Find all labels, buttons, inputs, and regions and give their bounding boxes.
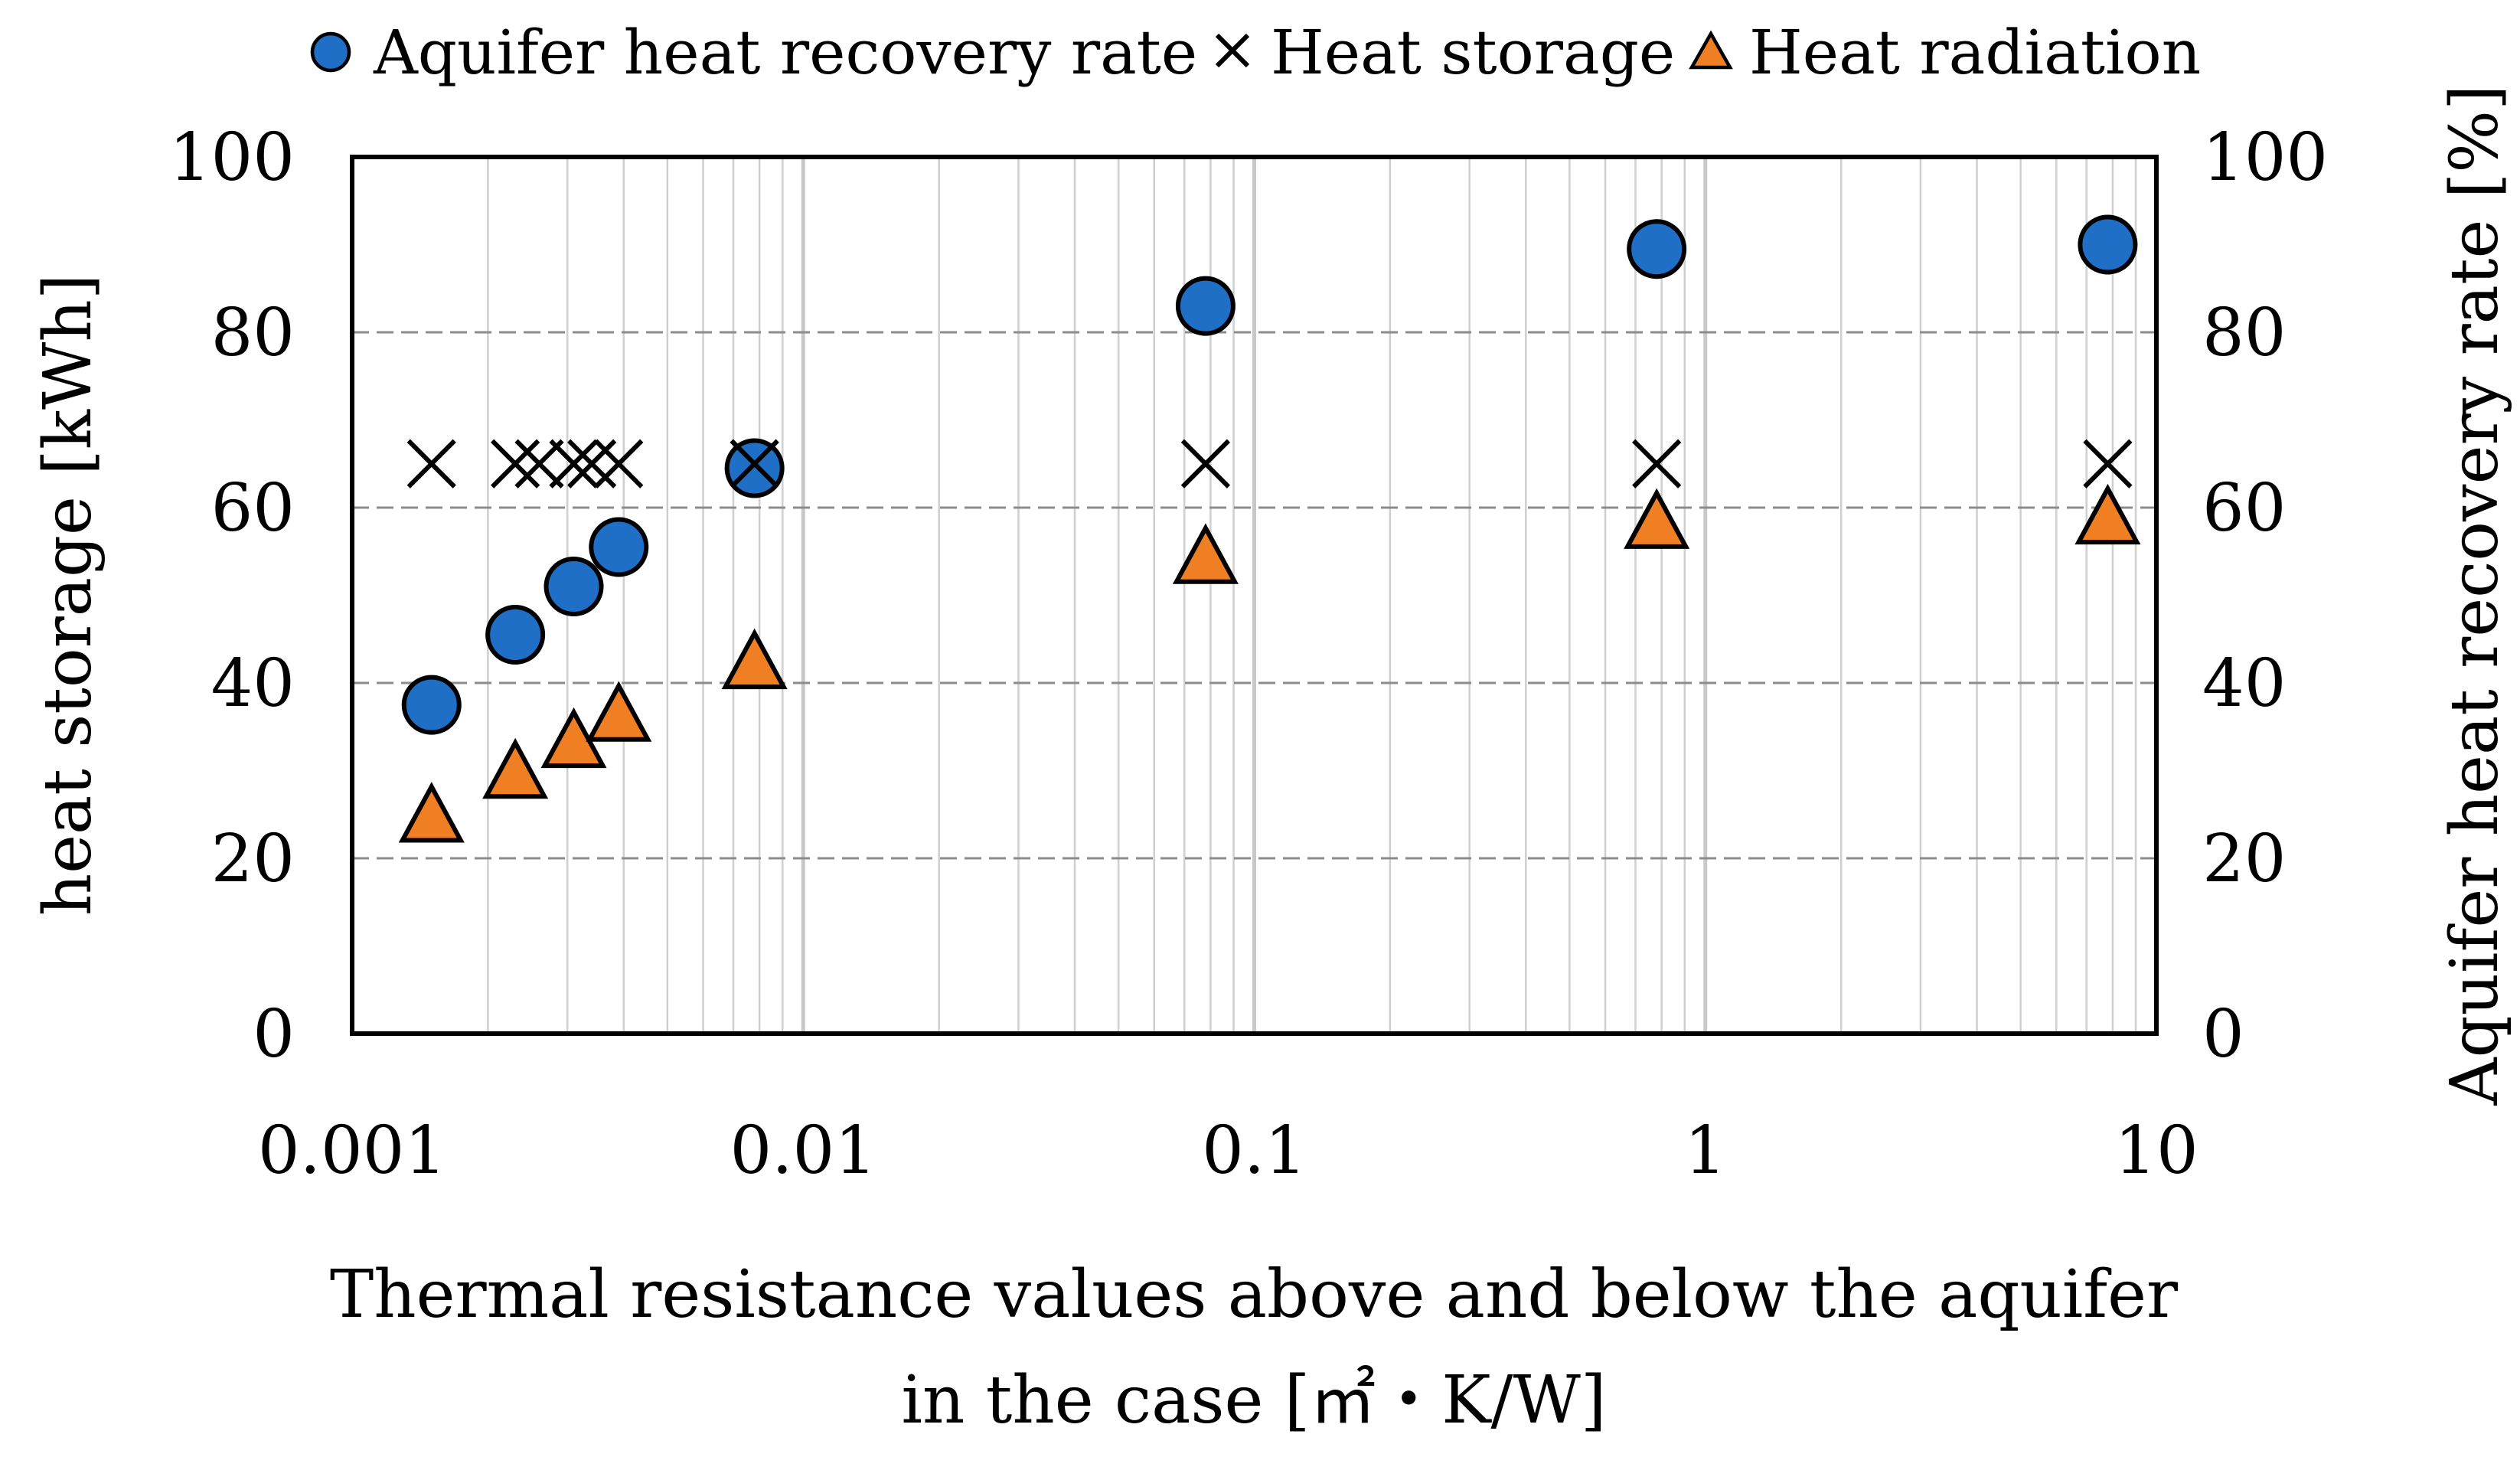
y-tick-label-right: 80	[2202, 295, 2286, 371]
legend-item-heat-radiation: Heat radiation	[1689, 17, 2201, 88]
x-axis-title-line1: Thermal resistance values above and belo…	[330, 1256, 2179, 1333]
x-tick-label: 0.001	[258, 1112, 446, 1189]
recovery-rate-point	[1175, 276, 1236, 336]
legend-triangle-marker	[1689, 30, 1733, 70]
legend-x-marker	[1215, 33, 1250, 68]
legend-item-heat-storage: Heat storage	[1215, 17, 1675, 88]
plot-frame	[350, 155, 2159, 1036]
y-tick-label-right: 20	[2202, 821, 2286, 897]
x-stroke	[730, 439, 779, 488]
y-tick-label-right: 100	[2202, 119, 2328, 196]
grid-layer	[352, 157, 2156, 1034]
x-stroke	[1180, 439, 1231, 488]
recovery-rate-point	[724, 438, 785, 498]
recovery-rate-point	[485, 605, 546, 665]
legend-label-recovery-rate: Aquifer heat recovery rate	[373, 17, 1197, 88]
heat-storage-point	[406, 439, 456, 488]
y-axis-title-left: heat storage [kWh]	[30, 274, 106, 916]
x-stroke	[491, 439, 540, 488]
y-tick-label-right: 40	[2202, 645, 2286, 722]
y-tick-label-left: 80	[211, 295, 295, 371]
x-stroke	[594, 439, 644, 488]
heat-storage-point	[567, 439, 617, 488]
y-tick-label-left: 20	[211, 821, 295, 897]
recovery-rate-point	[401, 675, 462, 735]
heat-storage-point	[730, 439, 779, 488]
legend-label-heat-radiation: Heat radiation	[1749, 17, 2201, 88]
recovery-rate-point	[2078, 214, 2138, 275]
heat-radiation-point	[1624, 488, 1690, 549]
heat-radiation-point	[482, 737, 549, 799]
y-tick-label-right: 60	[2202, 470, 2286, 547]
x-tick-label: 1	[1684, 1112, 1726, 1189]
recovery-rate-point	[543, 557, 604, 617]
recovery-rate-point	[589, 517, 649, 577]
x-tick-label: 0.01	[730, 1112, 876, 1189]
heat-radiation-point	[2074, 483, 2141, 545]
y-tick-label-left: 0	[253, 996, 295, 1073]
legend-item-recovery-rate: Aquifer heat recovery rate	[310, 17, 1197, 88]
x-stroke	[1632, 439, 1682, 488]
x-stroke	[406, 439, 456, 488]
y-tick-label-right: 0	[2202, 996, 2244, 1073]
heat-radiation-point	[721, 628, 788, 690]
heat-storage-point	[2083, 439, 2133, 488]
heat-storage-point	[491, 439, 540, 488]
y-tick-label-left: 100	[169, 119, 295, 196]
recovery-rate-point	[1627, 219, 1687, 279]
x-stroke	[567, 439, 617, 488]
heat-radiation-point	[586, 681, 652, 742]
heat-storage-point	[549, 439, 599, 488]
heat-storage-point	[1632, 439, 1682, 488]
legend: Aquifer heat recovery rate Heat storage …	[310, 17, 2201, 88]
x-tick-label: 0.1	[1202, 1112, 1307, 1189]
marker-layer	[398, 214, 2141, 843]
x-stroke	[549, 439, 599, 488]
heat-storage-point	[514, 439, 564, 488]
x-tick-label: 10	[2114, 1112, 2198, 1189]
y-tick-label-left: 60	[211, 470, 295, 547]
x-axis-title-line2: in the case [㎡・K/W]	[902, 1362, 1607, 1439]
legend-circle-marker	[310, 31, 351, 73]
heat-radiation-point	[398, 782, 465, 843]
legend-label-heat-storage: Heat storage	[1271, 17, 1675, 88]
y-tick-label-left: 40	[211, 645, 295, 722]
x-stroke	[2083, 439, 2133, 488]
heat-radiation-point	[1172, 523, 1239, 584]
heat-storage-point	[594, 439, 644, 488]
y-axis-title-right: Aquifer heat recovery rate [%]	[2437, 84, 2513, 1106]
x-stroke	[514, 439, 564, 488]
heat-storage-point	[1180, 439, 1231, 488]
